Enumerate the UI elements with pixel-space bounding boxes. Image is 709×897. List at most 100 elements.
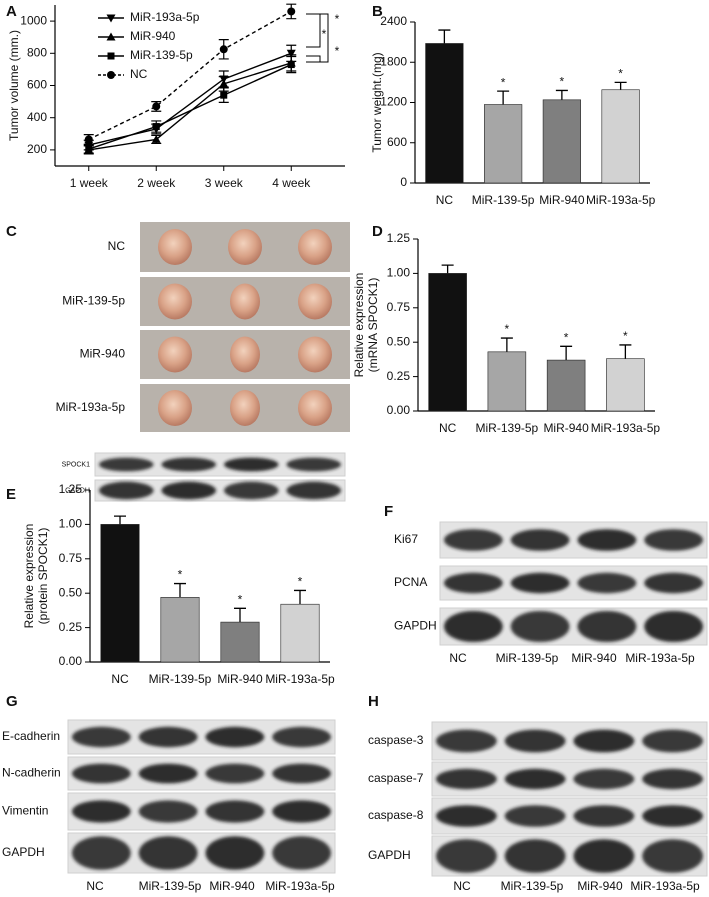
band [161,481,216,500]
marker [286,49,296,58]
band [504,729,566,753]
y-tick-label: 0.00 [387,403,411,417]
legend-marker [107,52,115,60]
band [644,572,703,594]
band [99,457,154,472]
panel-label: G [6,693,18,710]
legend-label: MiR-139-5p [130,48,193,62]
tumor [298,390,332,426]
lane-label: NC [86,879,104,893]
bar [100,524,140,663]
significance-star: * [623,329,628,343]
bracket [314,13,329,63]
tumor [230,283,260,320]
bar [546,359,586,412]
marker [220,91,228,99]
bar [280,603,320,663]
x-tick-label: MiR-193a-5p [591,421,661,435]
significance-star: * [560,75,565,89]
error-bar [234,607,246,623]
y-tick-label: 400 [27,110,47,124]
y-axis-title: Relative expression [352,273,366,378]
error-bar [619,344,632,359]
band [642,839,703,873]
band [436,729,497,753]
tumor [230,336,260,373]
blot-row-label: GAPDH [394,619,437,633]
y-tick-label: 0 [400,175,407,189]
blot-row-label: N-cadherin [2,766,61,780]
band [510,529,570,551]
significance-star: * [335,12,340,26]
band [444,610,503,643]
error-bar [497,90,510,105]
blot-row-label: E-cadherin [2,729,60,743]
blot-row-label: SPOCK1 [62,461,91,468]
line [88,52,292,146]
band [436,768,497,790]
band [138,726,198,748]
y-tick-label: 1.00 [59,517,83,531]
panel-label: D [372,223,383,240]
x-tick-label: MiR-139-5p [472,193,535,207]
significance-star: * [178,568,183,582]
y-tick-label: 1.00 [387,266,411,280]
error-bar [500,337,513,352]
band [577,610,637,643]
lane-label: MiR-139-5p [139,879,202,893]
blot-strip [94,452,346,477]
significance-star: * [238,593,243,607]
tumor [158,229,192,265]
band [205,726,265,748]
y-tick-label: 1.25 [59,482,83,496]
band [205,763,265,784]
x-tick-label: MiR-940 [217,672,263,686]
marker [287,7,296,16]
line [88,63,292,150]
y-tick-label: 0.50 [387,334,411,348]
y-axis-title: Tumor volume (mm.) [7,30,21,141]
significance-star: * [505,322,510,336]
panel-label: H [368,693,379,710]
bar [220,621,260,663]
x-tick-label: MiR-940 [539,193,585,207]
band [510,610,570,643]
error-bar [555,89,568,100]
y-tick-label: 1200 [380,95,407,109]
marker [85,145,93,153]
error-bar [614,81,627,90]
band [573,839,635,873]
marker [84,135,93,144]
band [161,457,216,472]
band [205,836,265,870]
error-bar [560,345,573,361]
marker [152,123,160,131]
band [642,768,703,790]
blot-row-label: Vimentin [2,804,48,818]
legend-label: MiR-940 [130,29,176,43]
band [272,800,331,823]
lane-label: NC [453,879,471,893]
y-axis-title: Relative expression [22,524,36,629]
tumor [158,283,192,320]
lane-label: MiR-139-5p [501,879,564,893]
x-tick-label: MiR-139-5p [476,421,539,435]
photo-row-label: MiR-940 [80,347,126,361]
blot-row-label: caspase-8 [368,808,424,822]
y-tick-label: 1800 [380,54,407,68]
lane-label: MiR-193a-5p [265,879,335,893]
marker [219,45,228,54]
band [504,805,566,827]
band [642,805,703,827]
bar [606,358,645,412]
band [644,610,703,643]
x-tick-label: MiR-193a-5p [265,672,335,686]
photo-row-label: MiR-139-5p [62,294,125,308]
error-bar [174,582,186,598]
x-tick-label: 1 week [70,176,109,190]
tumor [298,283,332,320]
band [72,800,131,823]
band [272,726,331,748]
y-tick-label: 600 [27,78,47,92]
